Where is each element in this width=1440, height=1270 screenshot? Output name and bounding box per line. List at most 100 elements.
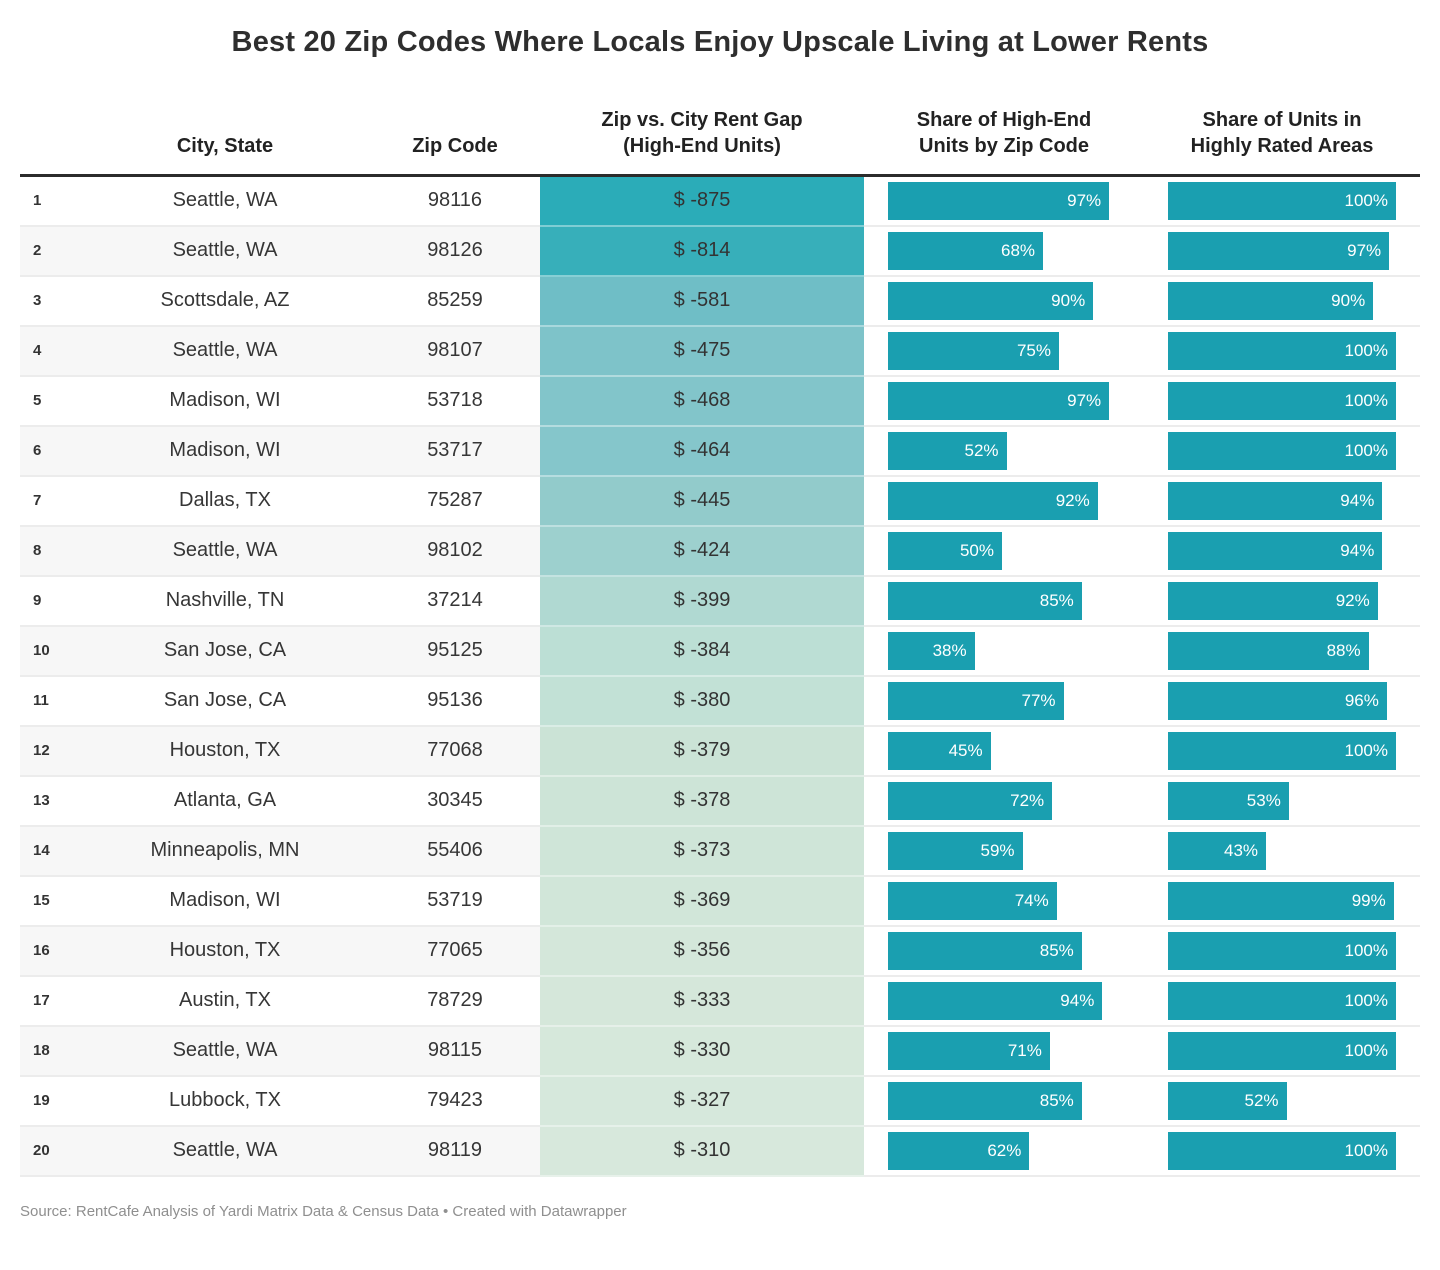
share-highly-rated-bar: 88% xyxy=(1168,631,1369,670)
rent-gap-cell: $ -330 xyxy=(540,1026,864,1077)
share-highly-rated-bar-track: 100% xyxy=(1168,381,1396,420)
share-high-end-cell: 72% xyxy=(864,777,1144,827)
rank-label: 3 xyxy=(20,277,80,327)
rank-label: 20 xyxy=(20,1126,80,1177)
share-high-end-cell: 68% xyxy=(864,227,1144,277)
column-header-share-high-end: Share of High-End Units by Zip Code xyxy=(916,109,1092,158)
share-high-end-bar-track: 97% xyxy=(888,181,1116,220)
zip-code-value: 98102 xyxy=(370,526,540,577)
share-highly-rated-bar-label: 100% xyxy=(1344,1040,1388,1060)
share-highly-rated-bar-label: 100% xyxy=(1344,190,1388,210)
rent-gap-cell: $ -399 xyxy=(540,576,864,627)
rent-gap-cell: $ -373 xyxy=(540,826,864,877)
zip-code-value: 37214 xyxy=(370,577,540,627)
share-high-end-bar-label: 97% xyxy=(1067,390,1102,410)
share-high-end-cell: 52% xyxy=(864,427,1144,477)
column-header-city-state: City, State xyxy=(176,135,274,158)
share-highly-rated-bar-label: 94% xyxy=(1340,540,1375,560)
share-highly-rated-bar: 100% xyxy=(1168,931,1396,970)
share-high-end-bar: 85% xyxy=(888,1081,1082,1120)
share-highly-rated-bar-track: 90% xyxy=(1168,281,1396,320)
rent-gap-cell: $ -468 xyxy=(540,376,864,427)
rank-label: 19 xyxy=(20,1077,80,1127)
share-highly-rated-bar-track: 43% xyxy=(1168,831,1396,870)
share-highly-rated-bar-label: 53% xyxy=(1246,790,1281,810)
share-high-end-cell: 45% xyxy=(864,727,1144,777)
share-highly-rated-bar: 97% xyxy=(1168,231,1390,270)
share-high-end-bar-label: 45% xyxy=(948,740,983,760)
city-state-value: Seattle, WA xyxy=(80,1026,370,1077)
share-high-end-bar-label: 59% xyxy=(980,840,1015,860)
share-high-end-bar-label: 74% xyxy=(1014,890,1049,910)
share-high-end-bar-track: 85% xyxy=(888,931,1116,970)
share-high-end-bar: 97% xyxy=(888,381,1110,420)
share-highly-rated-bar-label: 92% xyxy=(1335,590,1370,610)
share-highly-rated-bar-label: 52% xyxy=(1244,1090,1279,1110)
city-state-value: Madison, WI xyxy=(80,426,370,477)
share-highly-rated-bar: 94% xyxy=(1168,531,1383,570)
rank-label: 12 xyxy=(20,726,80,777)
share-highly-rated-cell: 97% xyxy=(1144,227,1420,277)
city-state-value: Scottsdale, AZ xyxy=(80,277,370,327)
share-high-end-cell: 85% xyxy=(864,927,1144,977)
share-highly-rated-cell: 100% xyxy=(1144,977,1420,1027)
share-high-end-bar-label: 62% xyxy=(987,1140,1022,1160)
share-highly-rated-bar-label: 100% xyxy=(1344,440,1388,460)
share-high-end-bar: 45% xyxy=(888,731,991,770)
share-highly-rated-bar-label: 100% xyxy=(1344,740,1388,760)
city-state-value: Madison, WI xyxy=(80,377,370,427)
share-highly-rated-cell: 100% xyxy=(1144,427,1420,477)
share-high-end-bar: 94% xyxy=(888,981,1103,1020)
share-high-end-bar: 62% xyxy=(888,1131,1030,1170)
share-highly-rated-cell: 100% xyxy=(1144,377,1420,427)
share-highly-rated-cell: 88% xyxy=(1144,627,1420,677)
zip-code-value: 53719 xyxy=(370,877,540,927)
share-high-end-bar-label: 50% xyxy=(959,540,994,560)
rank-label: 15 xyxy=(20,877,80,927)
share-highly-rated-cell: 43% xyxy=(1144,827,1420,877)
share-highly-rated-bar-label: 88% xyxy=(1326,640,1361,660)
zip-code-value: 95136 xyxy=(370,677,540,727)
share-high-end-bar-track: 45% xyxy=(888,731,1116,770)
table-row: 9 Nashville, TN 37214 $ -399 85% 92% xyxy=(20,576,1420,627)
table-row: 1 Seattle, WA 98116 $ -875 97% 100% xyxy=(20,176,1420,227)
share-highly-rated-cell: 99% xyxy=(1144,877,1420,927)
share-highly-rated-bar-track: 100% xyxy=(1168,1131,1396,1170)
share-high-end-bar-track: 38% xyxy=(888,631,1116,670)
rank-label: 14 xyxy=(20,826,80,877)
rent-gap-cell: $ -424 xyxy=(540,526,864,577)
share-high-end-bar-label: 71% xyxy=(1007,1040,1042,1060)
share-highly-rated-bar-label: 100% xyxy=(1344,390,1388,410)
rent-gap-cell: $ -475 xyxy=(540,326,864,377)
table-row: 7 Dallas, TX 75287 $ -445 92% 94% xyxy=(20,476,1420,527)
column-header-share-highly-rated: Share of Units in Highly Rated Areas xyxy=(1190,109,1374,158)
share-highly-rated-bar-track: 52% xyxy=(1168,1081,1396,1120)
rent-gap-cell: $ -369 xyxy=(540,876,864,927)
table-row: 20 Seattle, WA 98119 $ -310 62% 100% xyxy=(20,1126,1420,1177)
source-attribution: Source: RentCafe Analysis of Yardi Matri… xyxy=(20,1202,627,1220)
share-high-end-bar-label: 68% xyxy=(1001,240,1036,260)
rent-gap-cell: $ -333 xyxy=(540,976,864,1027)
share-highly-rated-bar: 100% xyxy=(1168,1131,1396,1170)
share-high-end-bar-track: 71% xyxy=(888,1031,1116,1070)
share-high-end-bar: 74% xyxy=(888,881,1057,920)
rent-gap-cell: $ -464 xyxy=(540,426,864,477)
zip-code-value: 55406 xyxy=(370,826,540,877)
share-high-end-cell: 94% xyxy=(864,977,1144,1027)
share-highly-rated-bar-track: 92% xyxy=(1168,581,1396,620)
share-highly-rated-bar-track: 100% xyxy=(1168,731,1396,770)
share-highly-rated-bar-track: 94% xyxy=(1168,531,1396,570)
zip-code-value: 53718 xyxy=(370,377,540,427)
share-highly-rated-cell: 100% xyxy=(1144,327,1420,377)
share-high-end-bar: 59% xyxy=(888,831,1023,870)
rank-label: 16 xyxy=(20,926,80,977)
share-high-end-cell: 77% xyxy=(864,677,1144,727)
share-high-end-cell: 59% xyxy=(864,827,1144,877)
share-high-end-bar-track: 85% xyxy=(888,1081,1116,1120)
share-high-end-bar-label: 38% xyxy=(932,640,967,660)
table-row: 14 Minneapolis, MN 55406 $ -373 59% 43% xyxy=(20,826,1420,877)
share-high-end-cell: 90% xyxy=(864,277,1144,327)
share-highly-rated-bar-track: 100% xyxy=(1168,331,1396,370)
city-state-value: Minneapolis, MN xyxy=(80,826,370,877)
share-highly-rated-bar-label: 43% xyxy=(1224,840,1259,860)
